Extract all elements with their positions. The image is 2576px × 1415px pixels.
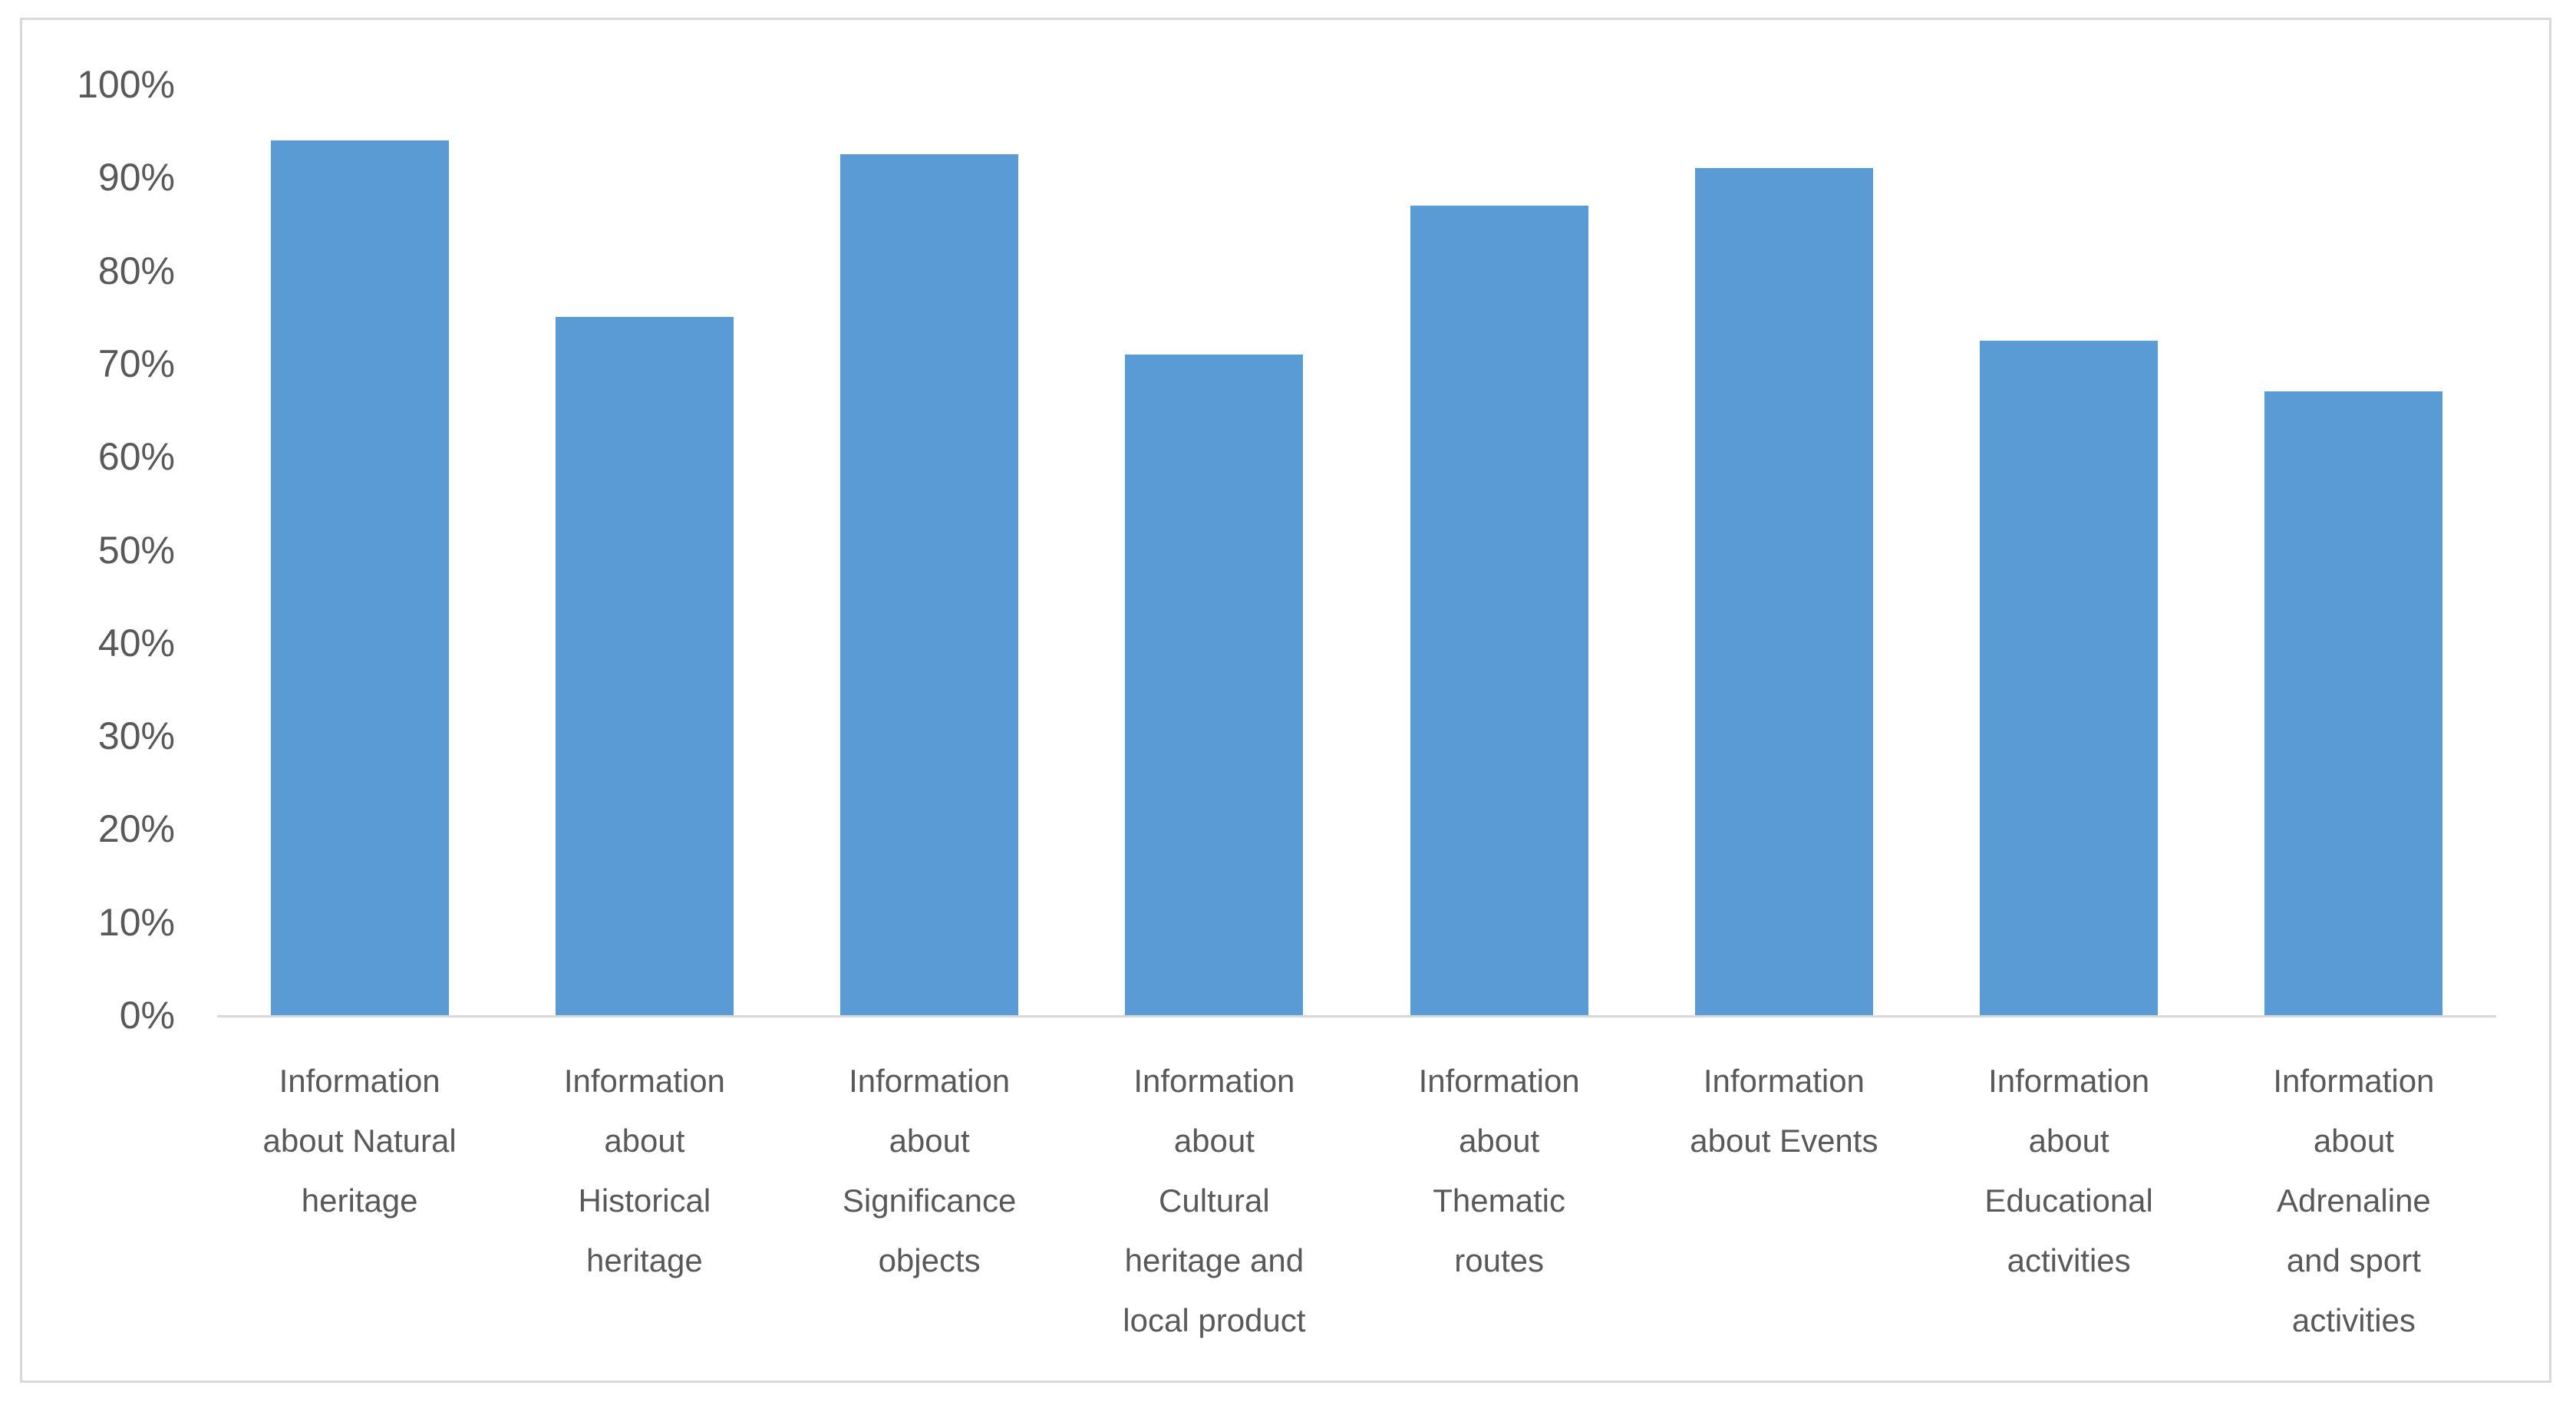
y-tick-label: 60% [97,435,175,479]
category-label: Information about Historical heritage [563,1063,725,1278]
bar-6 [1694,168,1873,1015]
bar-2 [555,317,734,1015]
category-label: Information about Educational activities [1984,1063,2153,1278]
y-tick-label: 90% [97,156,175,200]
bar-slot [1927,84,2212,1015]
x-axis-category-labels: Information about Natural heritage Inform… [217,1051,2496,1351]
y-tick-label: 100% [77,63,175,106]
y-tick-label: 80% [97,249,175,292]
bar-slot [502,84,787,1015]
x-axis-line [217,1015,2496,1018]
bar-slot [787,84,1072,1015]
bar-5 [1410,205,1588,1015]
category-label: Information about Thematic routes [1418,1063,1580,1278]
y-tick-label: 20% [97,807,175,851]
category-label: Information about Events [1690,1063,1878,1159]
y-axis: 0% 10% 20% 30% 40% 50% 60% 70% 80% 90% 100% [0,65,175,1034]
y-tick-label: 10% [97,900,175,944]
y-tick-label: 70% [97,341,175,385]
y-tick-label: 30% [97,714,175,758]
bar-slot [1072,84,1357,1015]
category-label: Information about Significance objects [842,1063,1017,1278]
category-label: Information about Adrenaline and sport a… [2273,1063,2435,1338]
y-tick-label: 50% [97,528,175,572]
bar-slot [217,84,502,1015]
bar-slot [1357,84,1641,1015]
bar-8 [2264,391,2443,1015]
bar-1 [270,140,449,1015]
plot-area [217,84,2496,1015]
category-label: Information about Cultural heritage and … [1123,1063,1306,1338]
y-tick-label: 40% [97,621,175,665]
bar-3 [840,153,1019,1015]
bar-slot [2212,84,2496,1015]
category-label: Information about Natural heritage [262,1063,457,1219]
bar-slot [1641,84,1926,1015]
bar-7 [1980,340,2159,1015]
y-tick-label: 0% [119,994,175,1037]
bar-4 [1125,354,1304,1015]
